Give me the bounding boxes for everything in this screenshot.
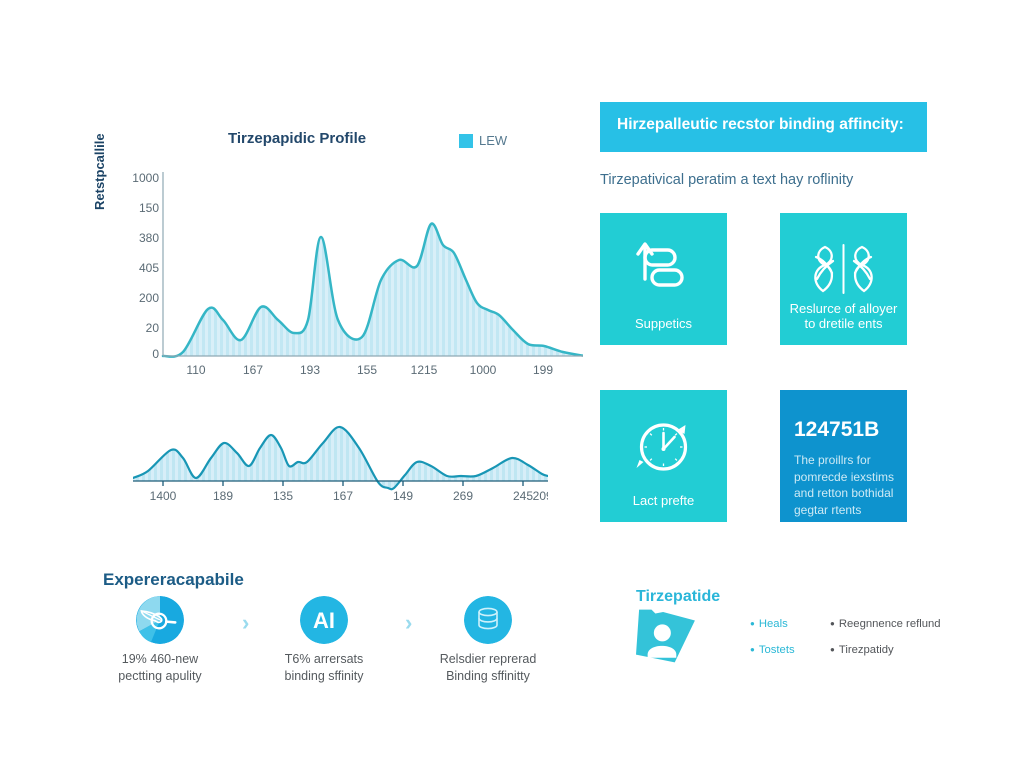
svg-text:149: 149 [393,489,413,503]
svg-text:1000: 1000 [470,363,497,377]
svg-text:1400: 1400 [150,489,177,503]
svg-text:200: 200 [139,291,159,305]
svg-text:199: 199 [533,363,553,377]
svg-text:269: 269 [453,489,473,503]
svg-text:135: 135 [273,489,293,503]
svg-text:245: 245 [513,489,533,503]
svg-text:405: 405 [139,261,159,275]
svg-text:150: 150 [139,201,159,215]
svg-text:20: 20 [146,321,160,335]
svg-text:2093: 2093 [533,489,548,503]
svg-text:189: 189 [213,489,233,503]
svg-text:1000: 1000 [133,171,159,185]
svg-text:167: 167 [243,363,263,377]
svg-text:110: 110 [186,363,205,377]
svg-text:167: 167 [333,489,353,503]
svg-text:0: 0 [152,347,159,361]
svg-text:1215: 1215 [411,363,438,377]
svg-text:AI: AI [313,608,335,633]
svg-text:155: 155 [357,363,377,377]
svg-text:193: 193 [300,363,320,377]
svg-text:380: 380 [139,231,159,245]
